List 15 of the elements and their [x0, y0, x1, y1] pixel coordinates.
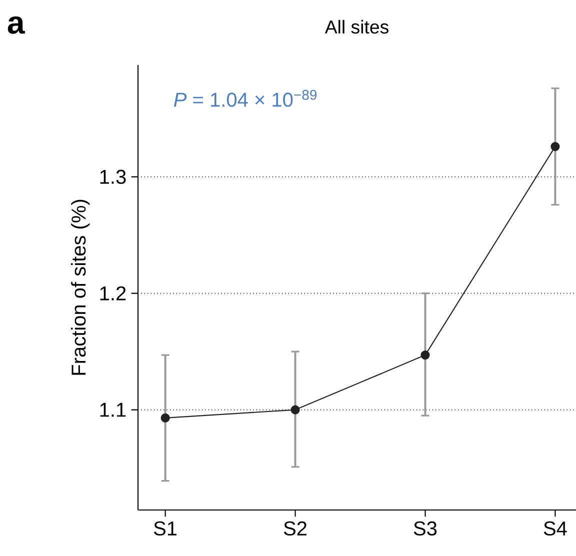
annotation: P = 1.04 × 10$^{−89}$	[174, 90, 317, 107]
x-tick-label: S2	[284, 521, 306, 536]
point	[550, 142, 560, 152]
text: a	[8, 16, 25, 34]
y-axis-title: Fraction of sites (%)	[71, 200, 90, 375]
y-tick-label: 1.1	[100, 402, 126, 417]
x-tick-label: S4	[544, 521, 567, 536]
y-tick-label: 1.3	[100, 170, 126, 184]
point	[290, 405, 300, 414]
chart-title: All sites	[324, 20, 388, 34]
y-tick-label: 1.2	[100, 286, 126, 300]
x-tick-label: S1	[154, 521, 177, 536]
x-tick-label: S3	[414, 521, 437, 536]
point	[420, 350, 430, 360]
point	[160, 413, 170, 422]
